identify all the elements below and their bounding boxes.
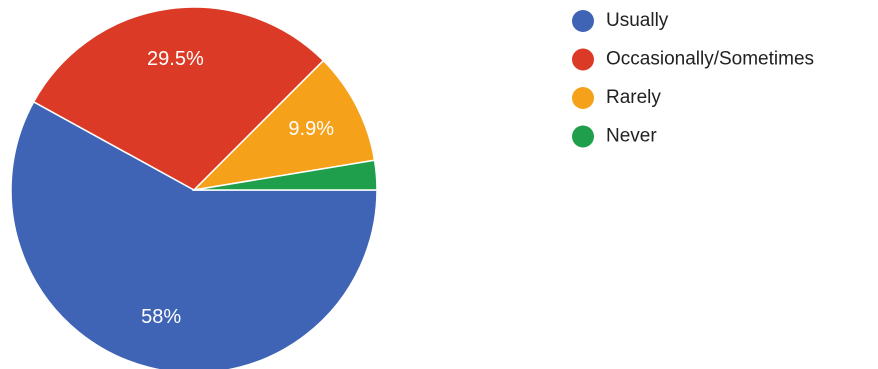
legend-swatch-occasionally-sometimes [572, 48, 594, 71]
pie-slice-rarely [191, 59, 376, 192]
pie-slice-occasionally-sometimes [32, 6, 325, 191]
legend-swatch-rarely [572, 87, 594, 109]
legend: Usually Occasionally/Sometimes Rarely Never [572, 10, 814, 148]
legend-swatch-never [572, 125, 594, 148]
data-label-occasionally-sometimes: 29.5% [147, 48, 204, 70]
legend-swatch-usually [572, 10, 594, 32]
pie-slice-never [193, 159, 378, 191]
legend-label-never: Never [606, 126, 657, 147]
legend-label-usually: Usually [606, 10, 669, 31]
pie-slice-usually [10, 100, 378, 369]
data-label-rarely: 9.9% [288, 118, 334, 140]
legend-label-rarely: Rarely [606, 87, 661, 108]
legend-label-occasionally-sometimes: Occasionally/Sometimes [606, 49, 814, 70]
pie-slices [10, 6, 378, 369]
pie-data-labels: 58% 29.5% 9.9% [141, 48, 334, 328]
data-label-usually: 58% [141, 306, 181, 328]
